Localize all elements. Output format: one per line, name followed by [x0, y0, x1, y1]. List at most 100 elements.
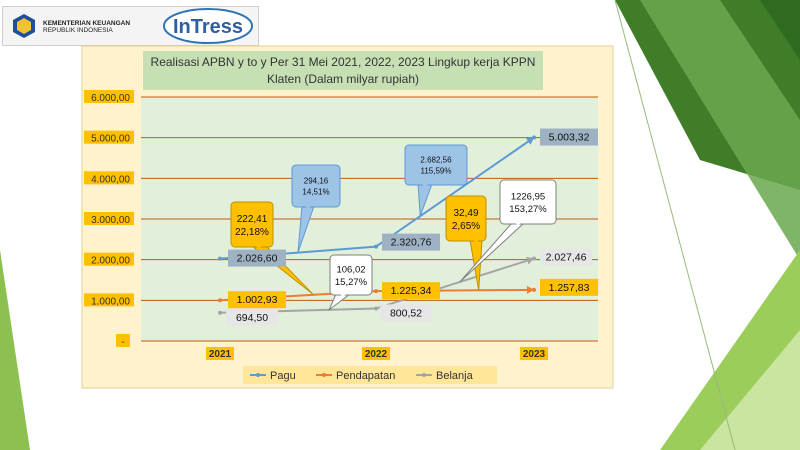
callout-text-belanja-2022-2023: 153,27% [509, 204, 547, 215]
data-label-bg [540, 128, 598, 146]
x-axis: 2021 2022 2023 [206, 347, 548, 360]
kemenkeu-emblem-icon [13, 14, 35, 38]
data-point-pagu [218, 256, 222, 261]
data-point-pendapatan [374, 289, 378, 294]
chart-title-line1: Realisasi APBN y to y Per 31 Mei 2021, 2… [151, 55, 536, 69]
callout-joint [513, 222, 523, 225]
data-label-bg [540, 248, 592, 266]
x-tick-label: 2021 [209, 349, 232, 360]
y-tick-label: 2.000,00 [91, 256, 130, 267]
series-arrow-pagu [525, 137, 534, 145]
callout-box [499, 179, 557, 225]
ministry-line2: REPUBLIK INDONESIA [43, 27, 113, 34]
data-point-pendapatan [218, 298, 222, 303]
data-label-bg [382, 282, 440, 300]
data-label-pendapatan: 1.257,83 [549, 282, 590, 294]
data-label-pagu: 2.026,60 [237, 253, 278, 265]
callout-joint [419, 183, 431, 186]
data-point-pagu [532, 135, 536, 140]
data-point-belanja [532, 256, 536, 261]
x-tick-bg [362, 347, 390, 360]
callout-box [230, 201, 274, 248]
callout-text-belanja-2022-2023: 1226,95 [511, 192, 545, 203]
deco-right-band [760, 0, 800, 60]
series-arrow-pendapatan [526, 285, 534, 294]
y-tick-label: 3.000,00 [91, 215, 130, 226]
y-tick-bg [84, 293, 134, 307]
y-tick-bg [84, 130, 134, 144]
legend-marker-pendapatan [322, 373, 326, 377]
y-tick-bg [84, 212, 134, 225]
x-tick-bg [520, 347, 548, 360]
y-tick-label: 6.000,00 [91, 93, 130, 104]
y-tick-label: - [121, 337, 124, 348]
data-label-pendapatan: 1.002,93 [237, 294, 278, 306]
legend-label-belanja: Belanja [436, 370, 474, 382]
data-label-bg [228, 249, 286, 267]
callout-box [445, 195, 487, 242]
callout-text-pagu-2021-2022: 14,51% [302, 188, 329, 197]
callout-text-pagu-2022-2023: 115,59% [421, 167, 452, 176]
intress-logo: InTress [163, 8, 253, 44]
data-label-bg [380, 304, 432, 322]
legend-marker-pagu [256, 373, 260, 377]
data-label-pendapatan: 1.225,34 [391, 285, 432, 297]
data-point-belanja [218, 310, 222, 315]
callout-box [291, 164, 341, 208]
x-tick-label: 2022 [365, 349, 388, 360]
y-axis: - 1.000,00 2.000,00 3.000,00 4.000,00 5.000,0… [84, 90, 134, 348]
callout-joint [337, 293, 349, 296]
callout-joint [471, 239, 481, 242]
callout-text-belanja-2021-2022: 15,27% [335, 277, 368, 288]
data-label-belanja: 694,50 [236, 312, 268, 324]
data-label-bg [226, 308, 278, 326]
legend-bg [243, 366, 497, 384]
data-label-bg [382, 233, 440, 251]
y-tick-bg [84, 171, 134, 185]
ministry-line1: KEMENTERIAN KEUANGAN [43, 20, 131, 27]
x-tick-bg [206, 347, 234, 360]
y-tick-bg [84, 90, 134, 103]
chart-title-line2: Klaten (Dalam milyar rupiah) [267, 72, 419, 86]
callout-joint [303, 205, 313, 208]
deco-line [614, 0, 736, 450]
y-tick-bg [116, 334, 130, 347]
deco-right-lighter [700, 330, 800, 450]
callout-text-pendapatan-2021-2022: 22,18% [235, 227, 269, 238]
callout-text-pagu-2022-2023: 2.682,56 [420, 156, 452, 165]
legend-label-pagu: Pagu [270, 370, 296, 382]
callout-box [404, 144, 468, 186]
data-point-belanja [374, 306, 378, 311]
deco-left-shape [0, 250, 30, 450]
y-tick-bg [84, 252, 134, 266]
callout-text-belanja-2021-2022: 106,02 [336, 265, 365, 276]
callouts: 294,16 14,51% 2.682,56 115,59% 222,41 22,18% 3… [230, 144, 557, 312]
data-label-bg [228, 291, 286, 309]
y-tick-label: 4.000,00 [91, 174, 130, 185]
data-point-pagu [374, 244, 378, 249]
legend: Pagu Pendapatan Belanja [243, 366, 497, 384]
ministry-name: KEMENTERIAN KEUANGAN REPUBLIK INDONESIA [43, 20, 130, 34]
callout-text-pendapatan-2022-2023: 2,65% [452, 221, 480, 232]
data-label-pagu: 5.003,32 [549, 132, 590, 144]
data-labels: 2.026,60 2.320,76 5.003,32 1.002,93 1.225,34… [226, 128, 598, 326]
data-label-belanja: 800,52 [390, 307, 422, 319]
legend-label-pendapatan: Pendapatan [336, 370, 395, 382]
callout-joint [253, 245, 265, 248]
callout-text-pagu-2021-2022: 294,16 [304, 177, 329, 186]
callout-text-pendapatan-2021-2022: 222,41 [237, 214, 268, 225]
brand-text: InTress [173, 16, 243, 38]
chart-title-box [143, 51, 543, 90]
legend-marker-belanja [422, 373, 426, 377]
data-point-pendapatan [532, 287, 536, 292]
header-logo-bar: KEMENTERIAN KEUANGAN REPUBLIK INDONESIA … [2, 6, 259, 46]
deco-right-mid [640, 0, 800, 260]
y-tick-label: 5.000,00 [91, 134, 130, 145]
x-tick-label: 2023 [523, 349, 546, 360]
callout-text-pendapatan-2022-2023: 32,49 [453, 208, 478, 219]
data-label-bg [540, 278, 598, 296]
y-tick-label: 1.000,00 [91, 296, 130, 307]
data-label-belanja: 2.027,46 [546, 252, 587, 264]
